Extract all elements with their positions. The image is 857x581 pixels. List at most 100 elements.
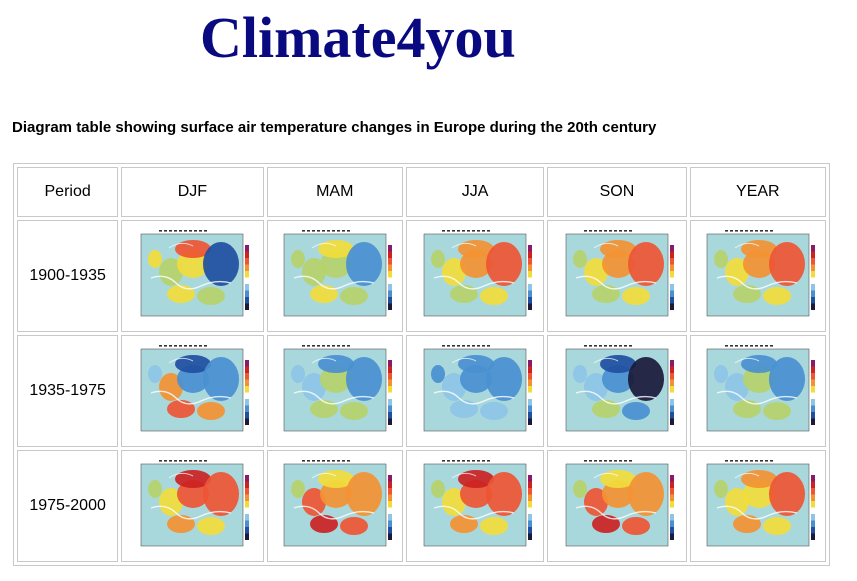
anomaly-region [583,258,608,286]
legend-swatch [810,475,815,482]
legend-swatch [669,514,674,521]
anomaly-region [572,480,587,498]
axis-tick [472,345,476,347]
axis-tick [346,230,350,232]
legend-swatch [387,488,392,495]
anomaly-region [167,285,196,303]
legend-swatch [387,386,392,393]
legend-swatch [245,271,250,278]
temperature-map-djf-1900-1935[interactable] [131,228,253,324]
temperature-map-year-1900-1935[interactable] [697,228,819,324]
legend-swatch [528,412,533,419]
anomaly-region [197,287,226,305]
axis-tick [204,345,208,347]
temperature-map-djf-1975-2000[interactable] [131,458,253,554]
legend-swatch [245,494,250,501]
coastline [311,472,336,479]
axis-tick [159,230,163,232]
temperature-map-jja-1975-2000[interactable] [414,458,536,554]
legend-swatch [669,271,674,278]
anomaly-region [203,242,240,286]
coastline [734,357,760,364]
axis-tick [462,345,466,347]
temperature-map-son-1900-1935[interactable] [556,228,678,324]
temperature-map-year-1935-1975[interactable] [697,343,819,439]
axis-tick [588,345,592,347]
axis-tick [341,345,345,347]
temperature-map-mam-1900-1935[interactable] [274,228,396,324]
axis-tick [618,460,622,462]
axis-tick [442,460,446,462]
axis-tick [462,230,466,232]
axis-tick [306,345,310,347]
coastline [169,357,194,364]
legend-swatch [669,245,674,252]
legend-swatch [245,392,250,399]
axis-tick [199,230,203,232]
axis-tick [194,345,198,347]
axis-tick [759,230,763,232]
coastline [433,505,515,520]
legend-swatch [245,251,250,258]
legend-swatch [387,290,392,297]
temperature-map-mam-1935-1975[interactable] [274,343,396,439]
axis-tick [769,460,773,462]
legend-swatch [669,251,674,258]
anomaly-region [486,242,523,286]
axis-tick [184,460,188,462]
legend-swatch [669,297,674,304]
anomaly-region [290,250,305,268]
map-cell [266,335,403,447]
legend-swatch [245,264,250,271]
temperature-map-jja-1935-1975[interactable] [414,343,536,439]
map-cell [405,450,545,562]
temperature-map-jja-1900-1935[interactable] [414,228,536,324]
temperature-map-son-1935-1975[interactable] [556,343,678,439]
legend-swatch [669,501,674,508]
legend-swatch [245,527,250,534]
legend-swatch [810,386,815,393]
axis-tick [164,345,168,347]
anomaly-region [167,515,196,533]
coastline [734,472,760,479]
anomaly-region [627,357,664,401]
temperature-map-djf-1935-1975[interactable] [131,343,253,439]
anomaly-region [450,285,479,303]
axis-tick [341,460,345,462]
axis-tick [346,460,350,462]
anomaly-region [442,373,467,401]
axis-tick [477,345,481,347]
anomaly-region [740,240,777,258]
axis-tick [447,230,451,232]
coastline [151,505,232,520]
axis-tick [603,230,607,232]
anomaly-region [627,242,664,286]
anomaly-region [599,355,636,373]
legend-swatch [528,360,533,367]
axis-tick [316,460,320,462]
axis-tick [199,460,203,462]
axis-tick [764,460,768,462]
axis-tick [189,345,193,347]
legend-swatch [669,373,674,380]
axis-tick [472,460,476,462]
axis-tick [447,345,451,347]
axis-tick [477,460,481,462]
axis-tick [729,460,733,462]
axis-tick [346,345,350,347]
legend-swatch [387,481,392,488]
temperature-map-son-1975-2000[interactable] [556,458,678,554]
legend-swatch [810,514,815,521]
axis-tick [321,460,325,462]
legend-swatch [528,379,533,386]
anomaly-region [175,240,212,258]
anomaly-region [713,480,728,498]
legend-swatch [810,494,815,501]
anomaly-region [431,250,446,268]
legend-swatch [669,399,674,406]
anomaly-region [599,240,636,258]
legend-swatch [528,366,533,373]
legend-swatch [387,277,392,284]
temperature-map-mam-1975-2000[interactable] [274,458,396,554]
temperature-map-year-1975-2000[interactable] [697,458,819,554]
